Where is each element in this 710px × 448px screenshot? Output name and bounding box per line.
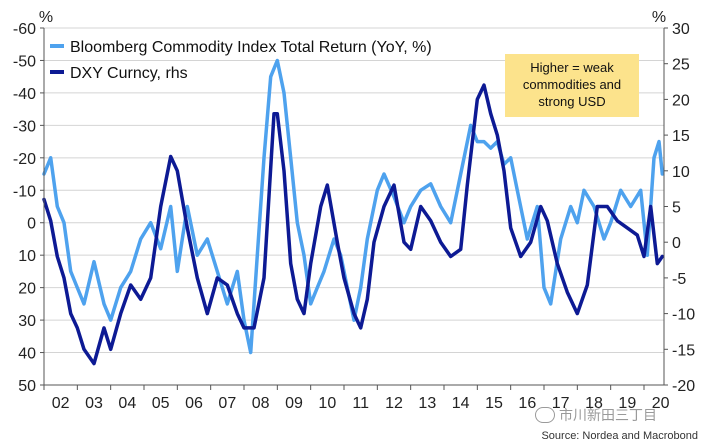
left-tick-label: 20 — [18, 281, 36, 298]
x-tick-label: 11 — [352, 395, 369, 412]
x-tick-label: 20 — [652, 395, 670, 412]
right-tick-label: 15 — [672, 128, 690, 145]
left-tick-label: -40 — [13, 86, 36, 103]
left-tick-label: -20 — [13, 151, 36, 168]
x-tick-label: 06 — [185, 395, 203, 412]
right-tick-label: 5 — [672, 200, 681, 217]
x-tick-label: 19 — [618, 395, 636, 412]
legend-label-commodity: Bloomberg Commodity Index Total Return (… — [70, 39, 432, 56]
right-tick-label: -10 — [672, 307, 695, 324]
watermark: 市川新田三丁目 — [535, 405, 657, 425]
x-tick-label: 09 — [285, 395, 303, 412]
right-tick-label: 30 — [672, 21, 690, 38]
legend-label-dxy: DXY Curncy, rhs — [70, 65, 188, 82]
tick-labels: -60-50-40-30-20-100102030405030252015105… — [13, 21, 695, 412]
x-tick-label: 10 — [318, 395, 336, 412]
x-tick-label: 07 — [218, 395, 236, 412]
wechat-icon — [535, 407, 555, 423]
right-tick-label: 10 — [672, 164, 690, 181]
x-tick-label: 16 — [518, 395, 536, 412]
left-tick-label: 0 — [27, 216, 36, 233]
source-note: Source: Nordea and Macrobond — [541, 430, 698, 442]
right-tick-label: 0 — [672, 235, 681, 252]
x-tick-label: 15 — [485, 395, 503, 412]
x-tick-label: 13 — [418, 395, 436, 412]
left-tick-label: -50 — [13, 53, 36, 70]
right-tick-label: 20 — [672, 92, 690, 109]
left-axis-unit: % — [39, 9, 53, 26]
x-tick-label: 03 — [85, 395, 103, 412]
series-group — [42, 58, 665, 366]
x-tick-label: 02 — [52, 395, 70, 412]
left-tick-label: 30 — [18, 313, 36, 330]
x-tick-label: 18 — [585, 395, 603, 412]
right-tick-label: -5 — [672, 271, 686, 288]
left-tick-label: 50 — [18, 378, 36, 395]
annotation-line-3: strong USD — [538, 94, 605, 109]
left-tick-label: 10 — [18, 248, 36, 265]
right-tick-label: -20 — [672, 378, 695, 395]
left-tick-label: -60 — [13, 21, 36, 38]
right-tick-label: -15 — [672, 342, 695, 359]
watermark-text: 市川新田三丁目 — [559, 408, 657, 424]
right-tick-label: 25 — [672, 57, 690, 74]
x-tick-label: 14 — [452, 395, 470, 412]
x-tick-label: 12 — [385, 395, 403, 412]
x-tick-label: 17 — [552, 395, 570, 412]
left-tick-label: 40 — [18, 346, 36, 363]
annotation-background — [505, 54, 639, 117]
left-tick-label: -10 — [13, 183, 36, 200]
right-axis-unit: % — [652, 9, 666, 26]
annotation-box: Higher = weak commodities and strong USD — [505, 54, 639, 117]
x-tick-label: 08 — [252, 395, 270, 412]
left-tick-label: -30 — [13, 118, 36, 135]
x-tick-label: 04 — [118, 395, 136, 412]
x-tick-label: 05 — [152, 395, 170, 412]
annotation-line-2: commodities and — [523, 77, 621, 92]
annotation-line-1: Higher = weak — [530, 60, 614, 75]
legend: Bloomberg Commodity Index Total Return (… — [50, 39, 432, 82]
series-line-dxy — [42, 83, 665, 366]
